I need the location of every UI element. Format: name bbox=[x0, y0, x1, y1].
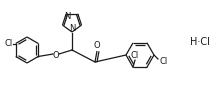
Text: O: O bbox=[94, 41, 100, 50]
Text: N: N bbox=[64, 12, 70, 21]
Text: O: O bbox=[53, 50, 59, 60]
Text: Cl: Cl bbox=[160, 58, 168, 66]
Text: Cl: Cl bbox=[131, 51, 139, 60]
Text: H·Cl: H·Cl bbox=[190, 37, 210, 47]
Text: N: N bbox=[69, 24, 75, 33]
Text: Cl: Cl bbox=[5, 39, 13, 48]
